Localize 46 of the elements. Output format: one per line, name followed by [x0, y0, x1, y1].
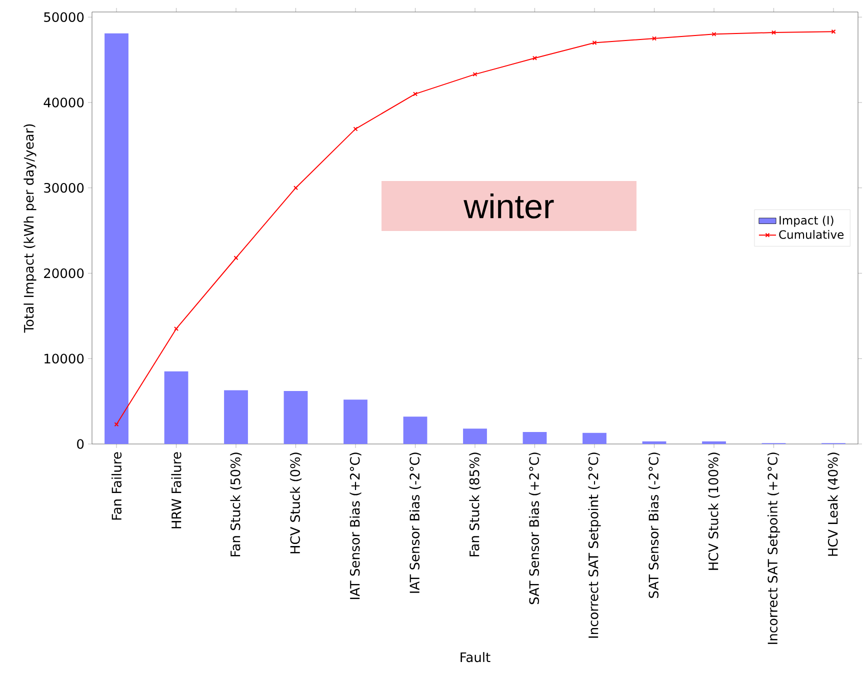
annotation: winter [464, 194, 554, 218]
x-tick-label: Fan Stuck (50%) [230, 452, 242, 556]
y-tick-label: 10000 [44, 354, 84, 364]
x-tick-label: Fan Failure [111, 452, 122, 520]
bar [164, 371, 188, 444]
point [353, 126, 358, 132]
x-tick-label: SAT Sensor Bias (+2°C) [528, 452, 541, 604]
legend-label: Impact (I) [780, 216, 834, 227]
x-axis-title: Fault [460, 652, 490, 662]
legend-label: Cumulative [779, 230, 844, 239]
x-tick-label: HCV Stuck (0%) [290, 452, 302, 554]
x-tick-label: HCV Stuck (100%) [708, 452, 720, 570]
point [293, 186, 298, 190]
y-tick-label: 30000 [44, 182, 84, 193]
bar [702, 441, 726, 444]
bar [522, 432, 547, 444]
x-tick-label: Incorrect SAT Setpoint (-2°C) [588, 452, 601, 638]
point [412, 92, 418, 96]
x-tick-label: IAT Sensor Bias (+2°C) [350, 452, 362, 600]
y-tick-label: 40000 [44, 98, 84, 108]
point [234, 256, 238, 260]
point [472, 72, 478, 77]
bar [224, 390, 248, 444]
point [532, 56, 538, 60]
bar [104, 33, 128, 444]
x-tick-label: HRW Failure [171, 452, 182, 528]
bar [582, 432, 606, 444]
y-axis-title: Total Impact (kWh per day/year) [24, 124, 36, 333]
x-tick-label: HCV Leak (40%) [828, 452, 840, 556]
y-tick-label: 50000 [44, 12, 84, 22]
bar [344, 400, 368, 444]
bar [403, 416, 428, 444]
y-tick-label: 0 [77, 439, 84, 449]
point [712, 32, 716, 36]
bar [642, 441, 666, 444]
x-tick-label: Incorrect SAT Setpoint (+2°C) [767, 452, 780, 644]
point [771, 30, 776, 35]
x-tick-label: SAT Sensor Bias (-2°C) [648, 452, 660, 598]
point [652, 36, 657, 41]
point [592, 40, 597, 45]
y-tick-label: 20000 [44, 268, 84, 278]
x-tick-label: IAT Sensor Bias (-2°C) [409, 452, 422, 593]
bar [463, 428, 487, 444]
bar [284, 391, 308, 444]
x-tick-label: Fan Stuck (85%) [469, 452, 481, 556]
point [174, 326, 179, 331]
